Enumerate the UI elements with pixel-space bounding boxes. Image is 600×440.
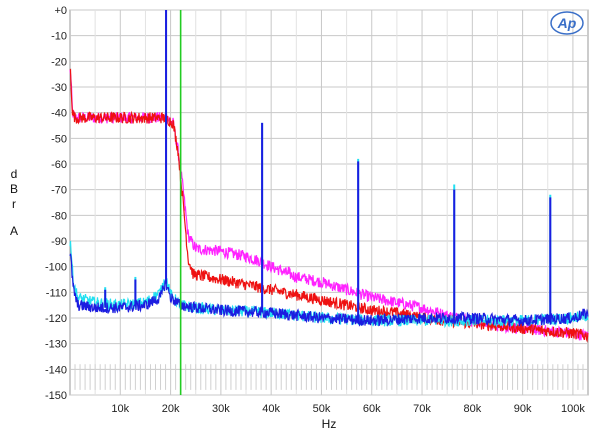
y-tick-label: +0 (54, 5, 67, 17)
x-tick-label: 90k (514, 403, 532, 415)
y-tick-label: -90 (51, 236, 67, 248)
series-line-3 (69, 253, 589, 328)
y-tick-label: -70 (51, 185, 67, 197)
y-tick-label: -20 (51, 56, 67, 68)
plot-area (69, 9, 589, 396)
x-tick-label: 40k (262, 403, 280, 415)
series-line-2 (69, 240, 589, 329)
y-tick-label: -130 (45, 339, 67, 351)
y-axis-title-char: d (11, 167, 18, 181)
y-tick-label: -50 (51, 133, 67, 145)
x-tick-label: 20k (162, 403, 180, 415)
x-tick-label: 80k (463, 403, 481, 415)
series-layer (69, 10, 589, 343)
x-tick-label: 60k (363, 403, 381, 415)
y-tick-label: -10 (51, 31, 67, 43)
x-tick-label: 100k (561, 403, 585, 415)
y-axis-title-char: r (12, 197, 16, 211)
y-tick-label: -150 (45, 390, 67, 402)
y-axis: +0 -10 -20 -30 -40 -50 -60 -70 -80 -90 -100 -110 -12… (45, 5, 67, 402)
y-tick-label: -140 (45, 364, 67, 376)
y-axis-title-char: B (10, 182, 18, 196)
y-tick-label: -120 (45, 313, 67, 325)
series-line-1 (69, 68, 589, 343)
noise-floor-hatch (74, 364, 584, 390)
y-tick-label: -110 (46, 287, 67, 299)
y-tick-label: -30 (51, 82, 67, 94)
x-tick-label: 50k (313, 403, 331, 415)
logo-ring (550, 11, 584, 35)
y-tick-label: -40 (51, 108, 67, 120)
x-tick-label: 70k (413, 403, 431, 415)
logo-text: Ap (557, 15, 577, 31)
ap-logo: Ap (550, 11, 584, 35)
y-axis-title-char: A (10, 224, 18, 238)
x-tick-label: 10k (111, 403, 129, 415)
y-tick-label: -80 (51, 210, 67, 222)
x-axis-title: Hz (322, 417, 337, 431)
y-tick-label: -60 (51, 159, 67, 171)
x-tick-label: 30k (212, 403, 230, 415)
y-tick-label: -100 (45, 262, 67, 274)
x-axis: 10k 20k 30k 40k 50k 60k 70k 80k 90k 100k (111, 403, 585, 415)
